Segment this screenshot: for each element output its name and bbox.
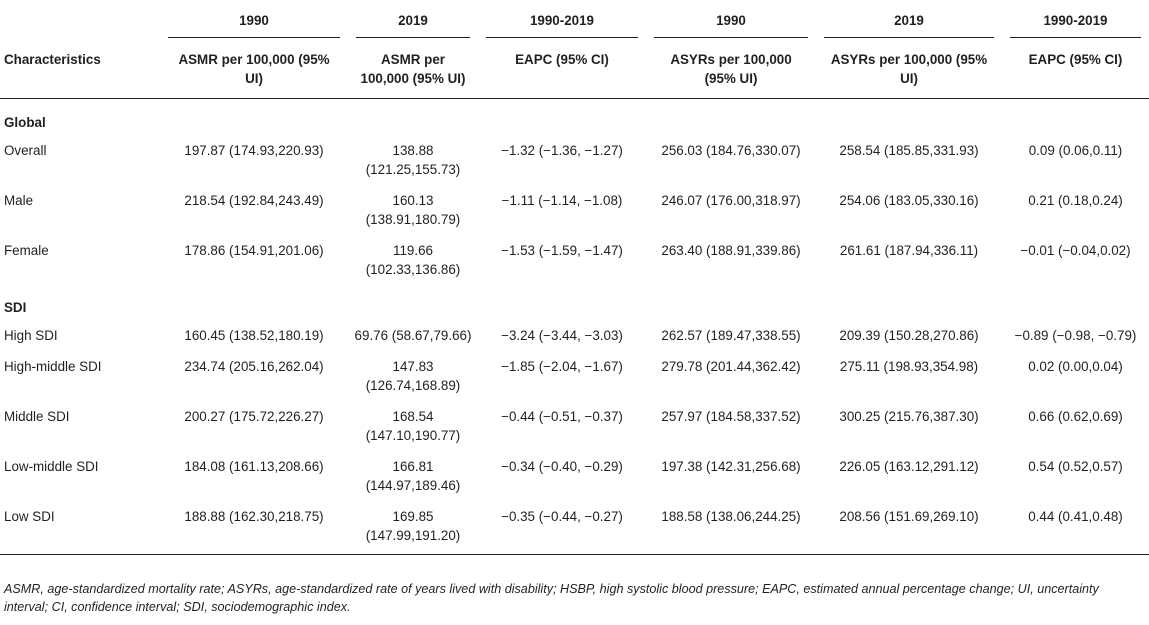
row-label: Middle SDI bbox=[4, 409, 70, 424]
table-row: Female 178.86 (154.91,201.06) 119.66 (10… bbox=[0, 234, 1149, 284]
table-cell: 0.54 (0.52,0.57) bbox=[1028, 459, 1123, 474]
table-cell: 168.54 (147.10,190.77) bbox=[365, 409, 461, 443]
row-label: Overall bbox=[4, 143, 47, 158]
row-label: Male bbox=[4, 193, 34, 208]
column-header-row: Characteristics ASMR per 100,000 (95% UI… bbox=[0, 38, 1149, 99]
table-cell: 300.25 (215.76,387.30) bbox=[839, 409, 979, 424]
section-title: Global bbox=[4, 115, 46, 130]
table-cell: 188.58 (138.06,244.25) bbox=[646, 500, 816, 555]
table-row: Low-middle SDI 184.08 (161.13,208.66) 16… bbox=[0, 450, 1149, 500]
table-cell: −1.53 (−1.59, −1.47) bbox=[501, 243, 623, 258]
table-cell: −0.34 (−0.40, −0.29) bbox=[501, 459, 623, 474]
header-year: 2019 bbox=[816, 4, 1002, 38]
table-cell: −0.89 (−0.98, −0.79) bbox=[1014, 328, 1137, 343]
table-cell: 226.05 (163.12,291.12) bbox=[839, 459, 979, 474]
table-cell: 160.45 (138.52,180.19) bbox=[184, 328, 324, 343]
table-cell: 218.54 (192.84,243.49) bbox=[184, 193, 324, 208]
column-header: Characteristics bbox=[0, 38, 160, 99]
table-cell: 261.61 (187.94,336.11) bbox=[839, 243, 979, 258]
table-cell: 178.86 (154.91,201.06) bbox=[184, 243, 324, 258]
table-cell: 254.06 (183.05,330.16) bbox=[839, 193, 979, 208]
table-cell: 279.78 (201.44,362.42) bbox=[661, 359, 801, 374]
table-row: Male 218.54 (192.84,243.49) 160.13 (138.… bbox=[0, 184, 1149, 234]
table-cell: 166.81 (144.97,189.46) bbox=[365, 459, 461, 493]
column-header: EAPC (95% CI) bbox=[1002, 38, 1149, 99]
table-cell: 184.08 (161.13,208.66) bbox=[184, 459, 324, 474]
header-year: 1990-2019 bbox=[1002, 4, 1149, 38]
row-label: High-middle SDI bbox=[4, 359, 102, 374]
table-row: Overall 197.87 (174.93,220.93) 138.88 (1… bbox=[0, 134, 1149, 184]
table-row: High SDI 160.45 (138.52,180.19) 69.76 (5… bbox=[0, 319, 1149, 350]
column-header: EAPC (95% CI) bbox=[478, 38, 646, 99]
column-header: ASMR per 100,000 (95% UI) bbox=[348, 38, 478, 99]
table-cell: 188.88 (162.30,218.75) bbox=[160, 500, 348, 555]
row-label: Low-middle SDI bbox=[4, 459, 99, 474]
table-row: High-middle SDI 234.74 (205.16,262.04) 1… bbox=[0, 350, 1149, 400]
table-row: Middle SDI 200.27 (175.72,226.27) 168.54… bbox=[0, 400, 1149, 450]
section-row: Global bbox=[0, 99, 1149, 134]
header-year: 1990 bbox=[160, 4, 348, 38]
table-row: Low SDI 188.88 (162.30,218.75) 169.85 (1… bbox=[0, 500, 1149, 555]
row-label: High SDI bbox=[4, 328, 58, 343]
table-cell: 275.11 (198.93,354.98) bbox=[839, 359, 979, 374]
table-cell: 234.74 (205.16,262.04) bbox=[184, 359, 324, 374]
year-header-row: 1990 2019 1990-2019 1990 2019 1990-2019 bbox=[0, 4, 1149, 38]
table-cell: −0.35 (−0.44, −0.27) bbox=[478, 500, 646, 555]
table-cell: 69.76 (58.67,79.66) bbox=[354, 328, 472, 343]
table-cell: 147.83 (126.74,168.89) bbox=[365, 359, 461, 393]
table-cell: 197.38 (142.31,256.68) bbox=[661, 459, 801, 474]
section-row: SDI bbox=[0, 284, 1149, 319]
table-cell: 0.21 (0.18,0.24) bbox=[1028, 193, 1123, 208]
results-table: 1990 2019 1990-2019 1990 2019 1990-2019 … bbox=[0, 4, 1149, 555]
table-cell: −0.44 (−0.51, −0.37) bbox=[501, 409, 623, 424]
table-cell: −1.11 (−1.14, −1.08) bbox=[501, 193, 623, 208]
header-year: 2019 bbox=[348, 4, 478, 38]
table-cell: 263.40 (188.91,339.86) bbox=[661, 243, 801, 258]
column-header: ASYRs per 100,000 (95% UI) bbox=[816, 38, 1002, 99]
table-cell: 256.03 (184.76,330.07) bbox=[661, 143, 801, 158]
table-cell: 258.54 (185.85,331.93) bbox=[839, 143, 979, 158]
table-footnote: ASMR, age-standardized mortality rate; A… bbox=[4, 582, 1099, 614]
section-title: SDI bbox=[4, 300, 27, 315]
table-cell: 200.27 (175.72,226.27) bbox=[184, 409, 324, 424]
table-cell: 197.87 (174.93,220.93) bbox=[184, 143, 324, 158]
table-cell: 169.85 (147.99,191.20) bbox=[348, 500, 478, 555]
table-cell: 262.57 (189.47,338.55) bbox=[661, 328, 801, 343]
table-cell: 246.07 (176.00,318.97) bbox=[661, 193, 801, 208]
table-cell: 0.02 (0.00,0.04) bbox=[1028, 359, 1123, 374]
table-cell: 208.56 (151.69,269.10) bbox=[816, 500, 1002, 555]
table-cell: 257.97 (184.58,337.52) bbox=[661, 409, 801, 424]
table-cell: 0.66 (0.62,0.69) bbox=[1028, 409, 1123, 424]
header-year: 1990 bbox=[646, 4, 816, 38]
table-cell: 119.66 (102.33,136.86) bbox=[365, 243, 461, 277]
row-label: Low SDI bbox=[0, 500, 160, 555]
table-cell: 0.44 (0.41,0.48) bbox=[1002, 500, 1149, 555]
table-cell: −3.24 (−3.44, −3.03) bbox=[501, 328, 623, 343]
header-year: 1990-2019 bbox=[478, 4, 646, 38]
table-cell: 209.39 (150.28,270.86) bbox=[839, 328, 979, 343]
column-header: ASYRs per 100,000 (95% UI) bbox=[646, 38, 816, 99]
table-cell: 160.13 (138.91,180.79) bbox=[365, 193, 461, 227]
table-cell: −1.85 (−2.04, −1.67) bbox=[501, 359, 623, 374]
table-cell: −0.01 (−0.04,0.02) bbox=[1020, 243, 1131, 258]
header-empty bbox=[0, 4, 160, 38]
column-header: ASMR per 100,000 (95% UI) bbox=[160, 38, 348, 99]
table-cell: 0.09 (0.06,0.11) bbox=[1028, 143, 1123, 158]
table-cell: 138.88 (121.25,155.73) bbox=[365, 143, 461, 177]
table-cell: −1.32 (−1.36, −1.27) bbox=[501, 143, 623, 158]
row-label: Female bbox=[4, 243, 49, 258]
